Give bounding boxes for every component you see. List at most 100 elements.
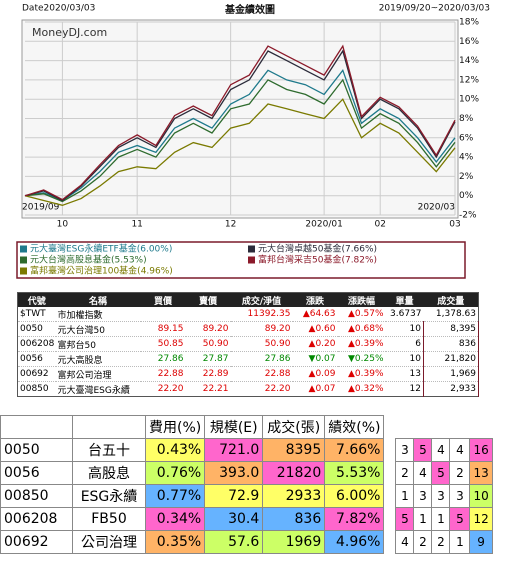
rank-cell: 2 (413, 530, 433, 554)
quote-cell: 元大臺灣ESG永續 (55, 381, 141, 397)
header-cell: 費用(%) (144, 415, 206, 439)
quote-cell: ▲0.68% (337, 321, 386, 337)
compare-cell: 00692 (0, 530, 73, 554)
y-tick-label: 4% (459, 153, 474, 163)
quote-cell: ▲0.39% (337, 366, 386, 382)
compare-cell: 21820 (262, 461, 326, 485)
compare-cell: 836 (262, 507, 326, 531)
quote-cell: 27.86 (230, 351, 293, 367)
quote-cell: 50.90 (185, 336, 231, 352)
quote-cell (140, 307, 186, 322)
rank-cell: 5 (413, 438, 433, 462)
quote-cell: ▲0.60 (292, 321, 338, 337)
quote-cell: 元大台灣50 (55, 321, 141, 337)
compare-cell: 006208 (0, 507, 73, 531)
quote-row: 0056 元大高股息 27.86 27.87 27.86 ▼0.07 ▼0.25% 10 21,… (17, 351, 479, 367)
y-tick-label: 16% (459, 37, 479, 47)
header-row: 費用(%) 規模(E) 成交(張) 績效(%) (0, 415, 493, 439)
rank-cell: 10 (469, 484, 493, 508)
quote-cell: 22.88 (140, 366, 186, 382)
series-line (24, 98, 456, 206)
compare-cell: 6.00% (324, 484, 385, 508)
quote-cell: 00850 (17, 381, 56, 397)
watermark: MoneyDJ.com (32, 26, 107, 39)
quote-cell: 006208 (17, 336, 56, 352)
rank-cell: 3 (431, 484, 451, 508)
gap (384, 439, 396, 462)
rank-cell: 3 (449, 484, 471, 508)
date-label: Date2020/03/03 (22, 4, 95, 14)
gap (384, 531, 396, 554)
rank-cell: 4 (449, 438, 471, 462)
compare-cell: 0.35% (144, 530, 206, 554)
compare-cell: 57.6 (204, 530, 264, 554)
quote-row: 0050 元大台灣50 89.15 89.20 89.20 ▲0.60 ▲0.68% 10 8,… (17, 321, 479, 337)
compare-cell: 72.9 (204, 484, 264, 508)
quote-cell: 12 (385, 381, 424, 397)
header-cell: 買價 (140, 292, 186, 307)
rank-cell: 5 (431, 461, 451, 485)
quote-cell: 元大高股息 (55, 351, 141, 367)
rank-cell: 5 (449, 507, 471, 531)
quote-cell: 89.15 (140, 321, 186, 337)
quote-cell (185, 307, 231, 322)
compare-cell: 0.77% (144, 484, 206, 508)
compare-row: 006208 FB50 0.34% 30.4 836 7.82% 5 1 1 5 12 (0, 507, 493, 531)
compare-cell: 0050 (0, 438, 73, 462)
x-tick-label: 11 (131, 220, 142, 230)
y-tick-label: 12% (459, 75, 479, 85)
quote-cell: 89.20 (230, 321, 293, 337)
quote-cell: 富邦公司治理 (55, 366, 141, 382)
x-tick-label: 03 (449, 220, 460, 230)
compare-row: 0050 台五十 0.43% 721.0 8395 7.66% 3 5 4 4 16 (0, 438, 493, 462)
gap (384, 416, 396, 439)
blank-cell (432, 416, 450, 439)
compare-cell: ESG永續 (72, 484, 146, 508)
compare-row: 00692 公司治理 0.35% 57.6 1969 4.96% 4 2 2 1 9 (0, 530, 493, 554)
quote-cell: 00692 (17, 366, 56, 382)
legend-label: 元大台灣高股息基金(5.53%) (30, 254, 147, 266)
chart: Date2020/03/03 基金績效圖 2019/09/20~2020/03/… (16, 3, 490, 279)
compare-cell: FB50 (72, 507, 146, 531)
header-cell: 漲跌幅 (337, 292, 386, 307)
quote-row: 00850 元大臺灣ESG永續 22.20 22.21 22.20 ▲0.07 ▲0.32%… (17, 381, 479, 397)
quote-cell: 富邦台50 (55, 336, 141, 352)
series-line (24, 68, 456, 202)
compare-table: 費用(%) 規模(E) 成交(張) 績效(%) 0050 台五十 0.43% 721.0 839… (0, 415, 493, 554)
x-tick-label: 02 (374, 220, 385, 230)
compare-cell: 7.82% (324, 507, 385, 531)
quote-cell: ▲64.63 (292, 307, 338, 322)
rank-cell: 3 (413, 484, 433, 508)
quote-cell: ▲0.39% (337, 336, 386, 352)
rank-cell: 3 (395, 438, 415, 462)
quote-cell: 10 (385, 351, 424, 367)
x-tick-label: 10 (57, 220, 69, 230)
header-row: 代號 名稱 買價 賣價 成交/淨值 漲跌 漲跌幅 單量 成交量 (17, 292, 479, 307)
header-cell: 成交/淨值 (230, 292, 293, 307)
blank-cell (470, 416, 492, 439)
quote-cell: 50.90 (230, 336, 293, 352)
quote-row: 006208 富邦台50 50.85 50.90 50.90 ▲0.20 ▲0.39% 6 83… (17, 336, 479, 352)
quote-cell: 8,395 (423, 321, 479, 337)
rank-cell: 16 (469, 438, 493, 462)
rank-cell: 13 (469, 461, 493, 485)
series-line (24, 78, 456, 203)
end-label: 2020/03 (418, 203, 455, 213)
legend-label: 元大台灣卓越50基金(7.66%) (258, 243, 377, 255)
quote-cell: 市加權指數 (55, 307, 141, 322)
legend-label: 富邦臺灣公司治理100基金(4.96%) (30, 265, 173, 277)
quote-table: 代號 名稱 買價 賣價 成交/淨值 漲跌 漲跌幅 單量 成交量 $TWT 市加權指數 11392.35… (17, 292, 479, 397)
compare-cell: 0.43% (144, 438, 206, 462)
quote-row: 00692 富邦公司治理 22.88 22.89 22.88 ▲0.09 ▲0.39% 13 1… (17, 366, 479, 382)
compare-cell: 1969 (262, 530, 326, 554)
blank-cell (396, 416, 414, 439)
header-cell: 代號 (17, 292, 56, 307)
series-line (24, 44, 456, 201)
quote-cell: 836 (423, 336, 479, 352)
rank-cell: 4 (395, 530, 415, 554)
rank-cell: 12 (469, 507, 493, 531)
blank-cell (72, 415, 146, 439)
x-tick-label: 12 (225, 220, 236, 230)
compare-cell: 0056 (0, 461, 73, 485)
